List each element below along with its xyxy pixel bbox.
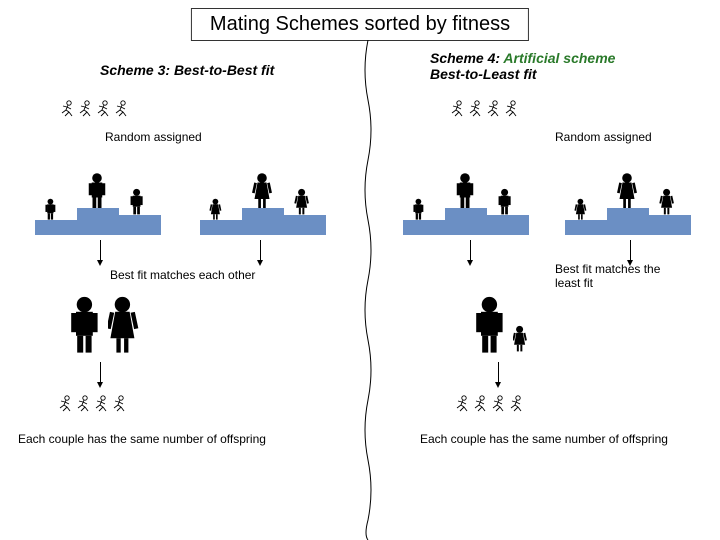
scheme4-podium-f [560,160,715,240]
scheme4-match-label: Best fit matches the least fit [555,262,675,290]
scheme4-offspring-label: Each couple has the same number of offsp… [420,432,668,446]
scheme3-title: Scheme 3: Best-to-Best fit [100,62,274,78]
scheme3-runners-top [60,100,130,118]
scheme3-offspring-label: Each couple has the same number of offsp… [18,432,266,446]
scheme4-podium-m [398,160,553,240]
arrow-icon [260,240,261,262]
scheme3-prefix: Scheme 3: [100,62,174,78]
divider-line [358,40,378,540]
scheme4-runners-top [450,100,520,118]
arrow-icon [470,240,471,262]
arrow-icon [100,362,101,384]
scheme3-runners-bottom [58,395,128,413]
scheme4-line2: Best-to-Least fit [430,66,615,82]
scheme3-podium-f [195,160,350,240]
scheme3-random-label: Random assigned [105,130,202,144]
scheme4-runners-bottom [455,395,525,413]
scheme4-green: Artificial scheme [503,50,615,66]
arrow-icon [498,362,499,384]
page-title: Mating Schemes sorted by fitness [191,8,529,41]
scheme4-random-label: Random assigned [555,130,652,144]
arrow-icon [100,240,101,262]
scheme4-couple [475,295,529,355]
scheme4-prefix: Scheme 4: [430,50,503,66]
scheme3-rest: Best-to-Best fit [174,62,274,78]
arrow-icon [630,240,631,262]
scheme4-title: Scheme 4: Artificial scheme Best-to-Leas… [430,50,615,82]
scheme3-match-label: Best fit matches each other [110,268,255,282]
scheme3-podium-m [30,160,185,240]
scheme3-couple [70,295,140,355]
